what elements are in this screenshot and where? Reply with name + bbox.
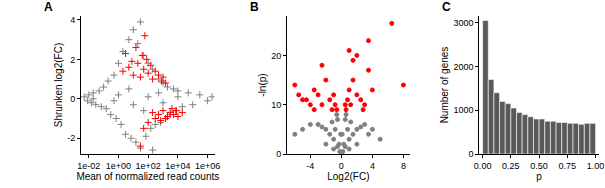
- svg-text:-4: -4: [306, 161, 314, 171]
- svg-text:B: B: [250, 0, 259, 14]
- svg-text:0: 0: [339, 161, 344, 171]
- svg-text:0: 0: [276, 149, 281, 159]
- svg-text:0.00: 0.00: [474, 161, 492, 171]
- svg-text:4: 4: [70, 15, 75, 25]
- svg-text:0.75: 0.75: [559, 161, 577, 171]
- svg-text:0.25: 0.25: [502, 161, 520, 171]
- svg-text:1e+00: 1e+00: [106, 161, 131, 171]
- svg-text:20: 20: [271, 51, 281, 61]
- svg-text:Shrunken log2(FC): Shrunken log2(FC): [53, 43, 64, 127]
- svg-text:Mean of normalized read counts: Mean of normalized read counts: [76, 171, 219, 182]
- svg-text:1.00: 1.00: [587, 161, 605, 171]
- svg-text:A: A: [44, 0, 53, 14]
- svg-text:1e+02: 1e+02: [136, 161, 161, 171]
- svg-text:3000: 3000: [453, 18, 473, 28]
- svg-text:4: 4: [370, 161, 375, 171]
- svg-text:8: 8: [401, 161, 406, 171]
- svg-text:2: 2: [70, 55, 75, 65]
- svg-text:0.50: 0.50: [530, 161, 548, 171]
- svg-text:2000: 2000: [453, 62, 473, 72]
- svg-text:0: 0: [70, 94, 75, 104]
- svg-text:Number of genes: Number of genes: [439, 47, 450, 124]
- svg-text:-ln(p): -ln(p): [257, 73, 268, 96]
- svg-text:1e+04: 1e+04: [165, 161, 190, 171]
- svg-text:1e-02: 1e-02: [77, 161, 100, 171]
- svg-text:1e+06: 1e+06: [195, 161, 220, 171]
- svg-text:C: C: [442, 0, 451, 14]
- svg-text:0: 0: [468, 149, 473, 159]
- svg-text:Log2(FC): Log2(FC): [327, 171, 369, 182]
- svg-text:10: 10: [271, 100, 281, 110]
- svg-text:1000: 1000: [453, 105, 473, 115]
- svg-text:-2: -2: [67, 133, 75, 143]
- svg-text:p: p: [536, 171, 542, 182]
